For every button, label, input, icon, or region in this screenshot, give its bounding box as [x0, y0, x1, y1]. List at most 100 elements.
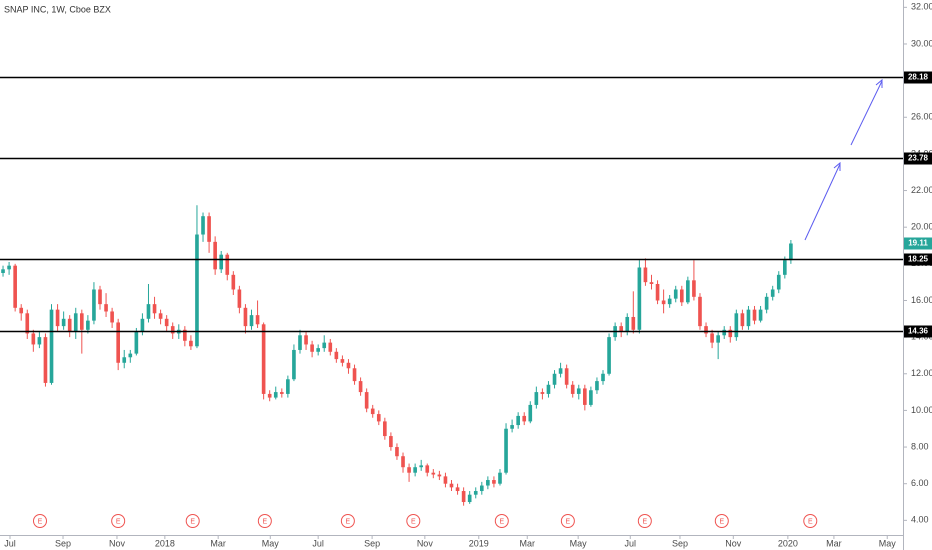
x-tick-label: 2020 [778, 538, 798, 548]
candle-body [722, 329, 727, 336]
level-label-bg [904, 253, 932, 266]
candle-body [461, 491, 466, 503]
earnings-label: E [346, 518, 351, 525]
x-tick-label: Nov [725, 538, 742, 548]
candle-body [583, 388, 587, 405]
candle-body [686, 280, 690, 303]
y-tick-label: 16.00 [911, 295, 932, 305]
candle-body [625, 316, 630, 332]
candle-body [243, 307, 248, 327]
arrow [850, 80, 883, 146]
candle-body [231, 274, 236, 290]
candle-body [140, 318, 145, 332]
candle-body [740, 313, 745, 327]
candle-body [734, 313, 739, 338]
y-tick-label: 6.00 [911, 478, 929, 488]
x-tick-label: 2019 [469, 538, 489, 548]
earnings-label: E [411, 518, 416, 525]
candle-body [152, 304, 157, 314]
candle-body [486, 480, 490, 486]
candle-body [546, 384, 551, 394]
candle-body [13, 265, 17, 308]
candle-body [698, 296, 702, 327]
candle-body [310, 344, 314, 352]
candle-body [304, 335, 308, 345]
candle-body [776, 274, 781, 290]
candle-body [389, 436, 393, 448]
earnings-marker [340, 514, 355, 528]
candle-body [619, 326, 624, 332]
candle-body [183, 329, 187, 341]
candle-body [110, 311, 114, 323]
x-tick-label: May [570, 538, 588, 548]
candle-body [746, 309, 751, 327]
level-label-bg [904, 152, 932, 165]
candle-body [328, 342, 333, 352]
earnings-marker [185, 514, 200, 528]
level-label-bg [904, 325, 932, 338]
candle-body [67, 318, 72, 332]
earnings-marker [32, 514, 47, 528]
candle-body [558, 368, 563, 374]
candle-body [376, 414, 381, 422]
candle-body [292, 349, 296, 380]
x-tick-label: Sep [364, 538, 380, 548]
candle-body [431, 472, 436, 475]
candle-body [279, 392, 284, 394]
candle-body [37, 337, 42, 345]
candle-body [340, 359, 345, 363]
candle-body [716, 335, 720, 343]
candle-body [61, 318, 66, 327]
x-tick-label: Mar [826, 538, 842, 548]
candle-body [783, 260, 787, 275]
candle-body [346, 362, 351, 369]
candle-body [225, 254, 230, 275]
earnings-label: E [808, 518, 813, 525]
candle-body [73, 313, 78, 332]
candle-body [467, 494, 472, 503]
candle-body [704, 326, 708, 334]
x-tick-label: Sep [672, 538, 688, 548]
candle-body [631, 316, 636, 330]
y-tick-label: 12.00 [911, 368, 932, 378]
candle-body [655, 283, 660, 301]
candle-body [437, 474, 442, 477]
candle-body [479, 485, 484, 492]
last-price-label: 19.11 [908, 239, 928, 248]
earnings-marker [111, 514, 126, 528]
candle-body [419, 465, 424, 468]
candle-body [213, 241, 217, 270]
candle-body [540, 392, 545, 394]
candle-body [564, 368, 569, 385]
candle-body [261, 324, 266, 394]
candle-body [164, 318, 169, 327]
candle-body [267, 393, 272, 398]
candle-body [679, 289, 684, 303]
candle-body [31, 333, 36, 345]
earnings-label: E [719, 518, 724, 525]
earnings-label: E [642, 518, 647, 525]
candle-body [334, 351, 339, 360]
candle-body [219, 254, 224, 270]
earnings-label: E [566, 518, 571, 525]
candle-body [316, 348, 320, 352]
symbol-title: SNAP INC, 1W, Cboe BZX [4, 4, 111, 14]
level-label: 28.18 [908, 73, 929, 82]
candle-body [601, 373, 605, 382]
earnings-marker [803, 514, 818, 528]
candle-body [207, 216, 211, 242]
candle-body [92, 289, 96, 321]
candle-body [395, 447, 399, 457]
earnings-label: E [38, 518, 43, 525]
candle-body [407, 467, 411, 473]
candle-body [661, 300, 666, 305]
candle-body [370, 408, 375, 415]
candle-body [667, 298, 672, 305]
y-tick-label: 30.00 [911, 38, 932, 48]
x-tick-label: May [262, 538, 280, 548]
candle-body [752, 309, 757, 321]
candle-body [286, 379, 290, 394]
candle-body [595, 381, 599, 391]
earnings-label: E [263, 518, 268, 525]
